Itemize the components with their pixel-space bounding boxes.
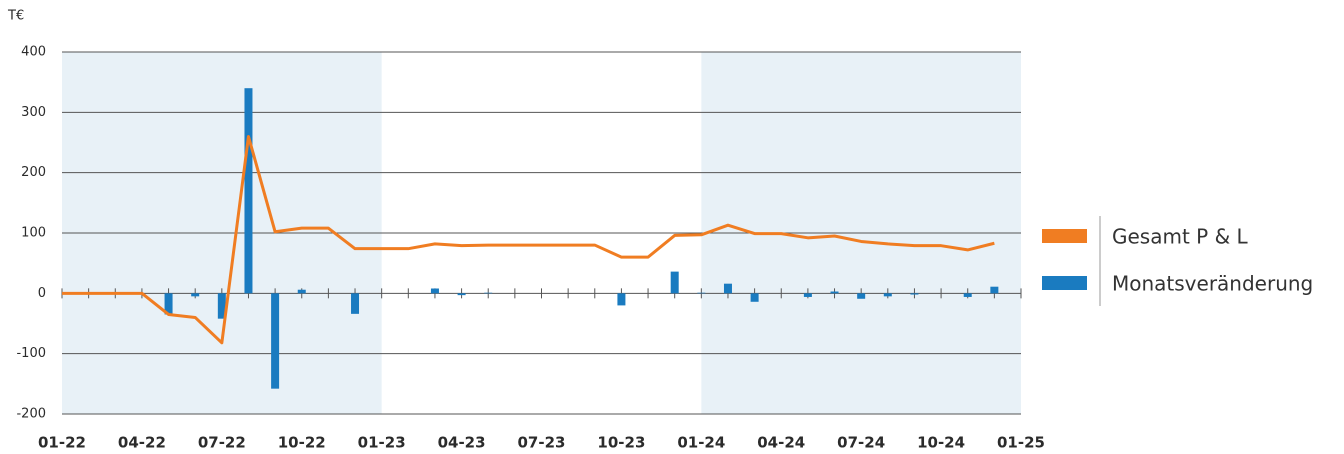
bar (457, 293, 466, 296)
bar (271, 293, 280, 389)
y-tick-label: -200 (16, 407, 46, 422)
x-tick-label: 04-23 (438, 434, 486, 452)
y-tick-label: 100 (21, 226, 46, 241)
bar (830, 291, 839, 294)
x-tick-label: 01-24 (677, 434, 725, 452)
bar (191, 293, 200, 297)
y-tick-label: -100 (16, 346, 46, 361)
bar (803, 293, 812, 297)
legend-label: Gesamt P & L (1112, 225, 1249, 249)
x-tick-label: 07-22 (198, 434, 246, 452)
x-tick-label: 10-24 (917, 434, 965, 452)
x-tick-label: 10-22 (278, 434, 326, 452)
bar (670, 271, 679, 294)
bar (484, 292, 493, 294)
bar (750, 293, 759, 302)
bar (697, 292, 706, 294)
legend-swatch (1042, 229, 1087, 243)
bar (963, 293, 972, 297)
x-tick-label: 04-22 (118, 434, 166, 452)
bar (164, 293, 173, 315)
x-tick-label: 01-23 (358, 434, 406, 452)
bar (430, 288, 439, 294)
bar (723, 283, 732, 294)
bar (883, 293, 892, 297)
legend-label: Monatsveränderung (1112, 272, 1313, 296)
bar (990, 286, 999, 294)
y-tick-label: 0 (38, 286, 46, 301)
y-tick-label: 300 (21, 105, 46, 120)
bar (351, 293, 360, 314)
x-tick-label: 01-25 (997, 434, 1045, 452)
y-tick-label: 400 (21, 45, 46, 60)
bar (617, 293, 626, 306)
y-tick-label: 200 (21, 165, 46, 180)
bar (244, 88, 253, 294)
y-axis-label: T€ (7, 9, 24, 24)
bar (857, 293, 866, 299)
bar (297, 289, 306, 294)
x-tick-label: 04-24 (757, 434, 805, 452)
x-tick-label: 10-23 (597, 434, 645, 452)
line (62, 134, 995, 345)
x-tick-label: 01-22 (38, 434, 86, 452)
legend-swatch (1042, 276, 1087, 290)
x-tick-label: 07-23 (518, 434, 566, 452)
bar (910, 293, 919, 295)
x-tick-label: 07-24 (837, 434, 885, 452)
bar (217, 293, 226, 319)
